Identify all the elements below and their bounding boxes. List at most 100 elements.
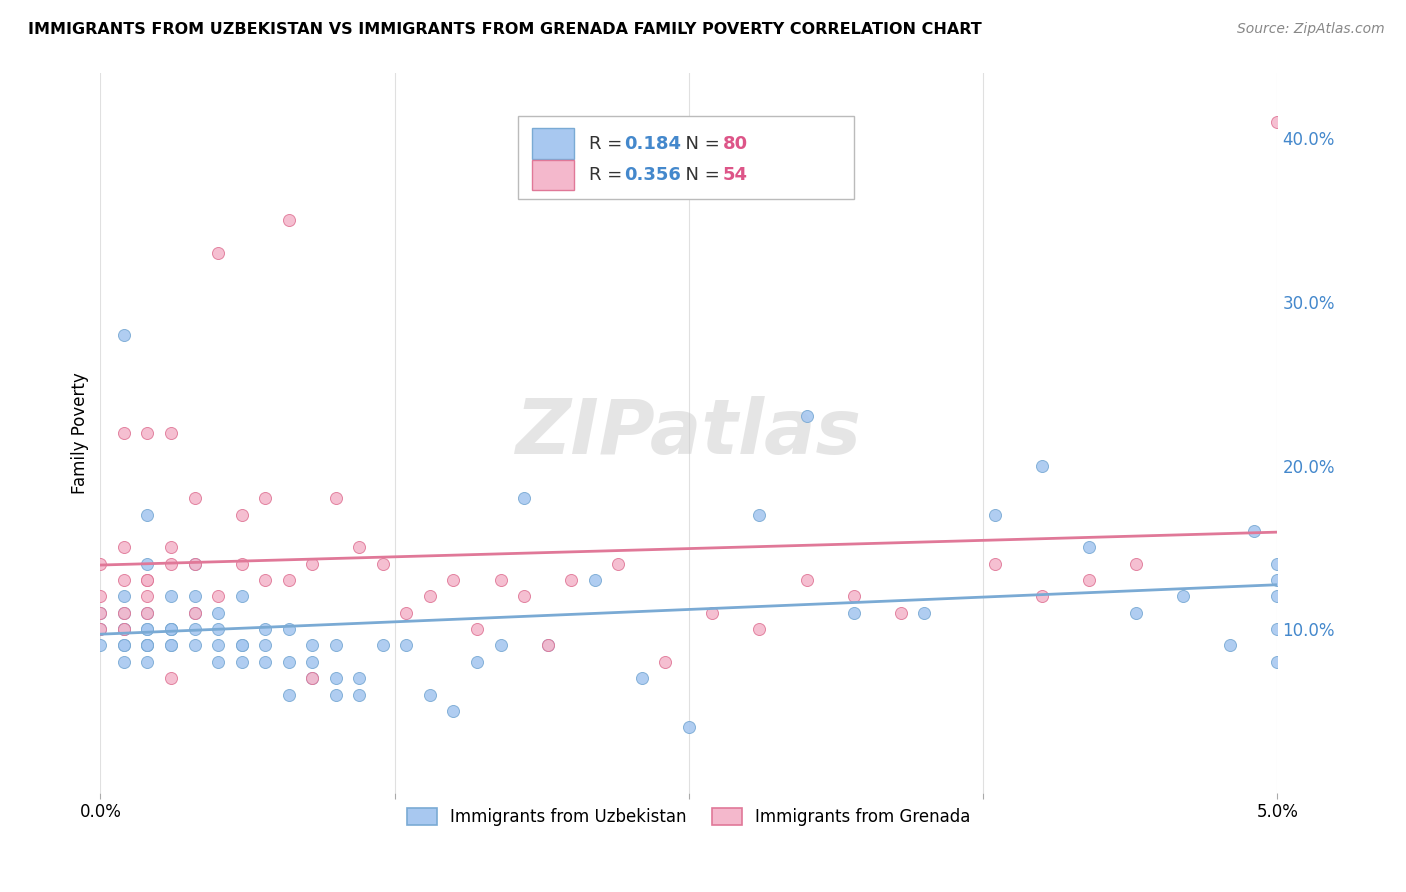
Point <box>207 246 229 260</box>
Point <box>1031 590 1053 604</box>
Point <box>349 541 371 555</box>
Y-axis label: Family Poverty: Family Poverty <box>72 372 89 493</box>
Point <box>136 655 159 669</box>
Point <box>796 573 818 587</box>
Point <box>136 606 159 620</box>
Point <box>583 573 606 587</box>
Point <box>89 590 111 604</box>
Point <box>183 622 205 636</box>
Point <box>796 409 818 424</box>
Point <box>1219 639 1241 653</box>
Point <box>1125 557 1147 571</box>
Point <box>325 639 347 653</box>
FancyBboxPatch shape <box>519 116 853 199</box>
Point <box>183 606 205 620</box>
Point <box>702 606 724 620</box>
Point <box>560 573 582 587</box>
Point <box>160 639 183 653</box>
Point <box>183 557 205 571</box>
Point <box>112 639 135 653</box>
Point <box>136 508 159 522</box>
Point <box>277 573 299 587</box>
Point <box>112 327 135 342</box>
Point <box>136 425 159 440</box>
Point <box>984 508 1007 522</box>
Point <box>112 622 135 636</box>
Point <box>136 590 159 604</box>
Point <box>842 590 865 604</box>
Point <box>112 541 135 555</box>
Point <box>160 541 183 555</box>
Point <box>1031 458 1053 473</box>
Point <box>207 590 229 604</box>
Point <box>207 655 229 669</box>
Point <box>1243 524 1265 538</box>
Point <box>112 622 135 636</box>
Point <box>277 655 299 669</box>
Point <box>231 508 253 522</box>
Point <box>349 671 371 685</box>
Point <box>395 606 418 620</box>
Point <box>842 606 865 620</box>
Point <box>277 213 299 227</box>
Point <box>160 671 183 685</box>
Point <box>678 720 700 734</box>
Point <box>984 557 1007 571</box>
Point <box>207 622 229 636</box>
Point <box>301 671 323 685</box>
Point <box>231 590 253 604</box>
Point <box>912 606 935 620</box>
Point <box>112 655 135 669</box>
Point <box>136 606 159 620</box>
Point <box>136 622 159 636</box>
Point <box>325 671 347 685</box>
Point <box>443 704 465 718</box>
FancyBboxPatch shape <box>533 128 574 159</box>
Point <box>630 671 652 685</box>
Point <box>89 606 111 620</box>
Point <box>301 639 323 653</box>
Point <box>231 639 253 653</box>
Point <box>277 622 299 636</box>
Point <box>419 590 441 604</box>
Point <box>112 622 135 636</box>
Point <box>349 688 371 702</box>
Point <box>112 425 135 440</box>
Point <box>419 688 441 702</box>
Point <box>1125 606 1147 620</box>
Point <box>465 622 488 636</box>
Point <box>443 573 465 587</box>
Point <box>301 557 323 571</box>
Point <box>489 639 512 653</box>
Point <box>231 655 253 669</box>
Point <box>654 655 676 669</box>
Point <box>890 606 912 620</box>
Point <box>254 655 277 669</box>
Point <box>1267 622 1289 636</box>
Point <box>207 639 229 653</box>
Point <box>183 639 205 653</box>
Point <box>536 639 558 653</box>
Point <box>160 590 183 604</box>
Point <box>536 639 558 653</box>
Point <box>607 557 630 571</box>
Text: R =: R = <box>589 166 628 184</box>
Point <box>136 639 159 653</box>
Point <box>160 622 183 636</box>
Point <box>1078 573 1101 587</box>
Point <box>89 557 111 571</box>
Legend: Immigrants from Uzbekistan, Immigrants from Grenada: Immigrants from Uzbekistan, Immigrants f… <box>399 800 979 835</box>
Text: ZIPatlas: ZIPatlas <box>516 396 862 470</box>
Text: 0.184: 0.184 <box>624 135 681 153</box>
Point <box>112 639 135 653</box>
Point <box>301 655 323 669</box>
Point <box>489 573 512 587</box>
Point <box>1267 590 1289 604</box>
Point <box>160 639 183 653</box>
Text: 0.356: 0.356 <box>624 166 681 184</box>
Point <box>183 590 205 604</box>
Point <box>160 425 183 440</box>
FancyBboxPatch shape <box>533 160 574 190</box>
Point <box>160 557 183 571</box>
Point <box>325 688 347 702</box>
